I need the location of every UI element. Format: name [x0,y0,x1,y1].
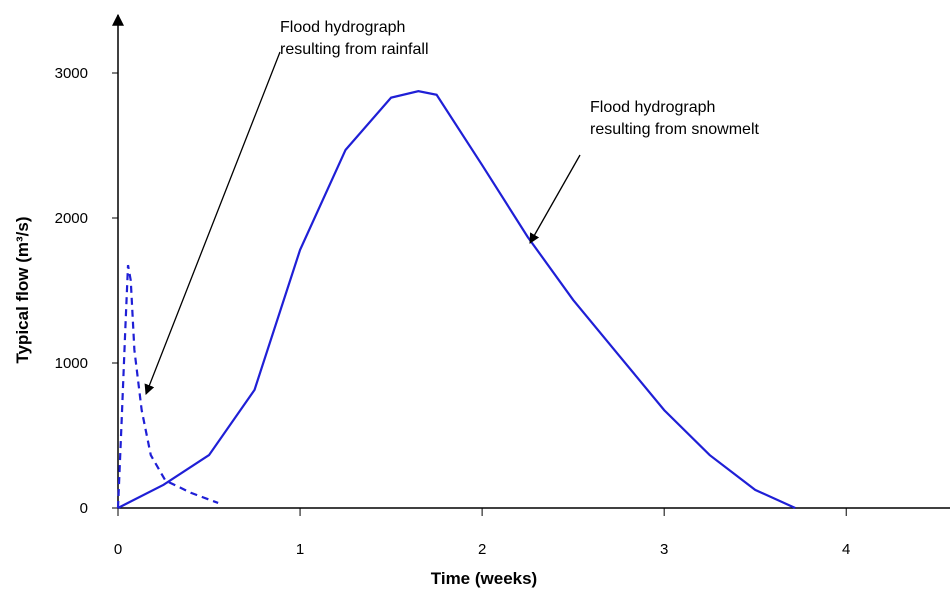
annotation-arrow [529,154,581,244]
y-tick-label: 0 [80,500,88,517]
y-tick-label: 3000 [55,65,88,82]
annotation-text: Flood hydrograph [280,19,405,36]
y-axis-title: Typical flow (m³/s) [13,216,32,363]
x-tick-label: 4 [842,541,850,558]
line-series [117,89,796,510]
x-tick-label: 3 [660,541,668,558]
line-series [116,264,219,509]
annotation-text: resulting from rainfall [280,41,429,58]
y-tick-label: 2000 [55,210,88,227]
annotation-text: Flood hydrograph [590,99,715,116]
x-tick-label: 0 [114,541,122,558]
x-axis-title: Time (weeks) [431,569,537,588]
x-tick-label: 2 [478,541,486,558]
y-tick-label: 1000 [55,355,88,372]
annotation-arrow [144,51,281,395]
x-tick-label: 1 [296,541,304,558]
annotation-text: resulting from snowmelt [590,121,760,138]
